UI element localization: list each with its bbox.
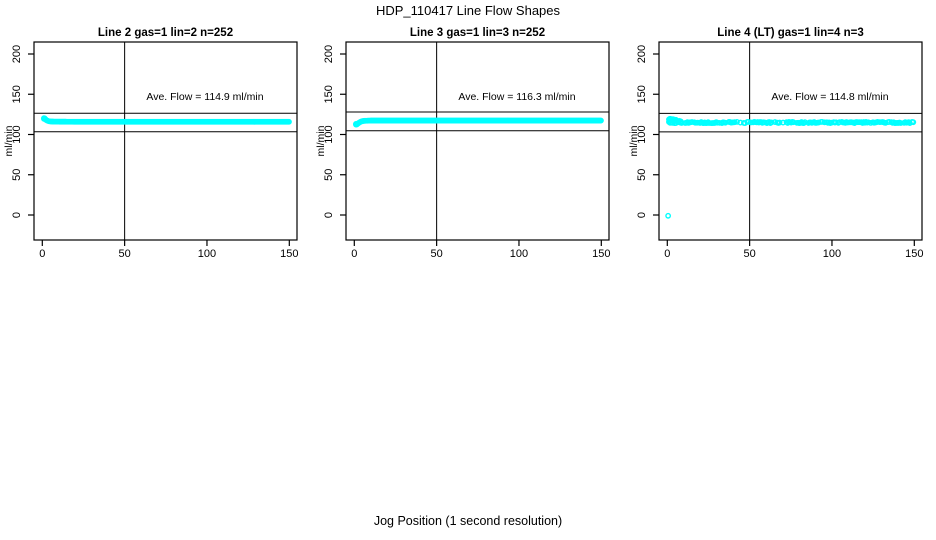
panel-title: Line 4 (LT) gas=1 lin=4 n=3 [717,27,863,39]
x-tick-label: 150 [905,248,923,260]
y-tick-label: 200 [11,45,23,63]
y-tick-label: 100 [636,125,648,143]
ave-flow-annotation: Ave. Flow = 116.3 ml/min [458,91,575,103]
y-tick-label: 100 [323,125,335,143]
ave-flow-annotation: Ave. Flow = 114.8 ml/min [771,91,888,103]
x-tick-label: 50 [431,248,443,260]
data-point [731,119,738,126]
plot-box [33,41,298,241]
y-tick-label: 150 [323,85,335,103]
data-point [910,119,917,126]
y-tick-label: 0 [323,212,335,218]
x-tick-label: 100 [510,248,528,260]
x-axis-label: Jog Position (1 second resolution) [373,514,563,528]
data-point [734,119,740,125]
plot-box [345,41,610,241]
x-tick-label: 0 [351,248,357,260]
y-axis-title: ml/min [3,125,15,156]
data-point [665,212,672,219]
x-tick-label: 100 [198,248,216,260]
y-tick-label: 200 [636,45,648,63]
y-tick-label: 50 [636,169,648,181]
x-tick-label: 50 [119,248,131,260]
plot-box [658,41,923,241]
x-tick-label: 150 [592,248,610,260]
y-tick-label: 200 [323,45,335,63]
x-tick-label: 100 [823,248,841,260]
x-tick-label: 50 [744,248,756,260]
x-tick-label: 0 [39,248,45,260]
ave-flow-annotation: Ave. Flow = 114.9 ml/min [146,91,263,103]
y-axis-title: ml/min [315,125,327,156]
data-point [768,119,775,126]
data-point [42,116,49,123]
x-tick-label: 150 [280,248,298,260]
y-axis-title: ml/min [628,125,640,156]
y-tick-label: 0 [11,212,23,218]
x-tick-label: 0 [664,248,670,260]
y-tick-label: 50 [323,169,335,181]
y-tick-label: 100 [11,125,23,143]
data-point [353,121,360,128]
panel-title: Line 3 gas=1 lin=3 n=252 [410,27,545,39]
y-tick-label: 150 [11,85,23,103]
figure-title: HDP_110417 Line Flow Shapes [375,3,561,18]
data-point [286,118,292,125]
y-tick-label: 0 [636,212,648,218]
y-tick-label: 150 [636,85,648,103]
panel-title: Line 2 gas=1 lin=2 n=252 [98,27,233,39]
data-point [776,119,783,126]
data-point [598,117,604,124]
y-tick-label: 50 [11,169,23,181]
data-point [677,118,684,125]
